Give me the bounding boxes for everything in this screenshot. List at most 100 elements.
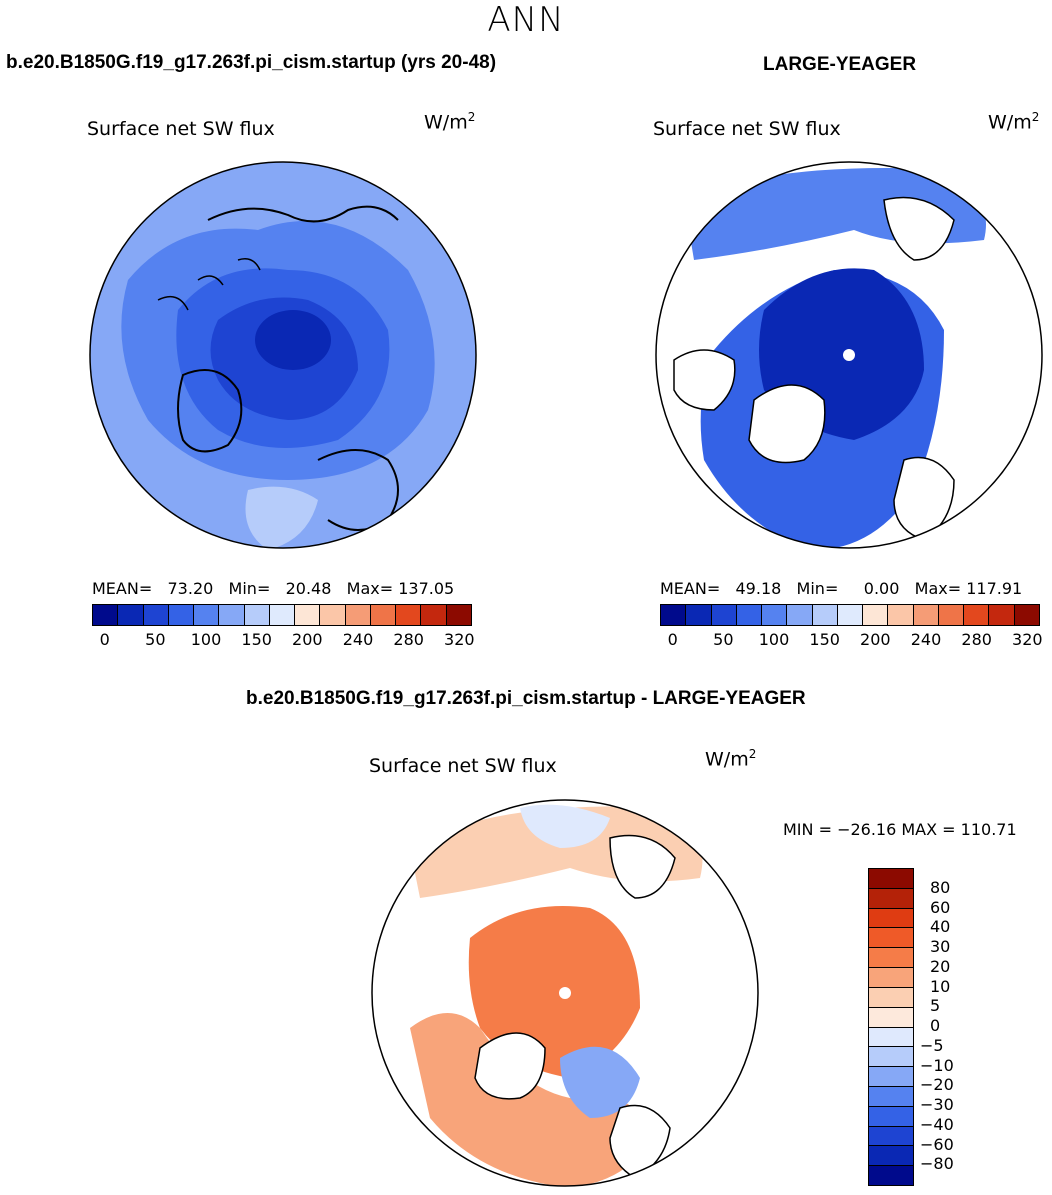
colorbar-tick-label: 200	[860, 630, 891, 649]
left-map-region-min	[255, 310, 331, 370]
colorbar-swatch	[168, 605, 195, 625]
colorbar-swatch	[837, 605, 864, 625]
colorbar-swatch	[219, 605, 245, 625]
right-map-land-eurasia	[893, 456, 955, 541]
colorbar-swatch	[869, 1027, 913, 1048]
diff-polar-map	[371, 799, 759, 1187]
main-title: ANN	[487, 0, 565, 40]
diff-map-land-siberia	[609, 834, 676, 899]
colorbar-tick-label: 280	[961, 630, 992, 649]
colorbar-tick-label: 0	[667, 630, 678, 649]
right-map-land-canada	[673, 349, 736, 411]
colorbar-tick-label: 10	[930, 976, 951, 996]
left-unit-label: W/m2	[424, 110, 476, 134]
colorbar-tick-label: 320	[1012, 630, 1043, 649]
right-colorbar-swatches	[660, 604, 1040, 626]
colorbar-swatch	[869, 948, 913, 969]
colorbar-swatch	[711, 605, 737, 625]
colorbar-swatch	[194, 605, 220, 625]
left-coastline-america	[207, 205, 399, 223]
colorbar-swatch	[93, 605, 119, 625]
colorbar-swatch	[989, 605, 1015, 625]
colorbar-tick-label: 40	[930, 917, 951, 937]
colorbar-swatch	[869, 888, 913, 909]
left-map-border	[89, 161, 477, 549]
diff-colorbar-swatches	[868, 868, 914, 1186]
colorbar-tick-label: 150	[809, 630, 840, 649]
diff-case-title: b.e20.B1850G.f19_g17.263f.pi_cism.startu…	[246, 688, 806, 709]
colorbar-swatch	[345, 605, 371, 625]
colorbar-tick-label: 0	[99, 630, 110, 649]
right-plot-title: Surface net SW flux	[653, 118, 841, 140]
colorbar-swatch	[269, 605, 296, 625]
diff-map-border	[371, 799, 759, 1187]
colorbar-swatch	[869, 1067, 913, 1087]
colorbar-tick-label: 50	[145, 630, 166, 649]
diff-map-outer-band	[410, 1013, 650, 1186]
colorbar-swatch	[812, 605, 838, 625]
diff-map-land-greenland	[474, 1032, 546, 1100]
colorbar-tick-label: 80	[930, 877, 951, 897]
colorbar-swatch	[863, 605, 889, 625]
colorbar-swatch	[787, 605, 813, 625]
left-coastline-islands	[157, 258, 261, 311]
colorbar-tick-label: 50	[713, 630, 734, 649]
colorbar-swatch	[869, 928, 913, 949]
colorbar-swatch	[421, 605, 447, 625]
diff-colorbar	[868, 868, 914, 1186]
right-map-land-greenland	[748, 384, 826, 464]
colorbar-tick-label: 100	[190, 630, 222, 649]
left-colorbar-labels: 0 50 100 150 200 240 280 320	[92, 626, 475, 649]
colorbar-swatch	[686, 605, 712, 625]
right-unit-label: W/m2	[988, 110, 1040, 134]
right-map-border	[655, 161, 1043, 549]
colorbar-tick-label: 150	[241, 630, 272, 649]
right-map-land-siberia	[883, 196, 955, 261]
left-map-light-patch	[245, 486, 318, 548]
right-case-title: LARGE-YEAGER	[763, 54, 917, 75]
left-colorbar-swatches	[92, 604, 472, 626]
colorbar-swatch	[446, 605, 471, 625]
colorbar-swatch	[964, 605, 990, 625]
colorbar-swatch	[869, 1146, 913, 1167]
colorbar-swatch	[1014, 605, 1039, 625]
colorbar-swatch	[869, 1007, 913, 1028]
colorbar-tick-label: 240	[910, 630, 942, 649]
left-colorbar: 0 50 100 150 200 240 280 320	[92, 604, 475, 649]
left-plot-title: Surface net SW flux	[87, 118, 275, 140]
colorbar-tick-label: 20	[930, 956, 951, 976]
diff-map-pole-marker	[559, 987, 571, 999]
colorbar-tick-label: −20	[920, 1075, 954, 1095]
left-case-title: b.e20.B1850G.f19_g17.263f.pi_cism.startu…	[6, 52, 497, 73]
colorbar-tick-label: −80	[920, 1154, 954, 1174]
colorbar-tick-label: 280	[393, 630, 424, 649]
colorbar-swatch	[396, 605, 422, 625]
colorbar-swatch	[762, 605, 788, 625]
diff-map-land-eurasia	[609, 1104, 671, 1179]
colorbar-tick-label: 5	[930, 996, 941, 1016]
left-coastline-greenland	[177, 369, 243, 453]
left-stats: MEAN= 73.20 Min= 20.48 Max= 137.05	[92, 579, 455, 598]
colorbar-swatch	[869, 968, 913, 988]
colorbar-swatch	[869, 869, 913, 889]
colorbar-tick-label: 320	[444, 630, 475, 649]
diff-unit-label: W/m2	[705, 747, 757, 771]
diff-minmax: MIN = −26.16 MAX = 110.71	[783, 820, 1017, 839]
right-stats: MEAN= 49.18 Min= 0.00 Max= 117.91	[660, 579, 1023, 598]
colorbar-swatch	[370, 605, 397, 625]
colorbar-swatch	[118, 605, 144, 625]
colorbar-swatch	[913, 605, 939, 625]
colorbar-swatch	[869, 1126, 913, 1147]
diff-map-blue-patch	[560, 1046, 640, 1118]
colorbar-swatch	[244, 605, 270, 625]
colorbar-swatch	[869, 987, 913, 1008]
colorbar-tick-label: −40	[920, 1114, 954, 1134]
colorbar-tick-label: 100	[758, 630, 790, 649]
right-colorbar-labels: 0 50 100 150 200 240 280 320	[660, 626, 1043, 649]
colorbar-tick-label: 240	[342, 630, 374, 649]
left-coastline-eurasia	[317, 449, 399, 531]
colorbar-swatch	[661, 605, 687, 625]
colorbar-swatch	[295, 605, 321, 625]
diff-map-north-blue	[520, 804, 610, 848]
right-colorbar: 0 50 100 150 200 240 280 320	[660, 604, 1043, 649]
